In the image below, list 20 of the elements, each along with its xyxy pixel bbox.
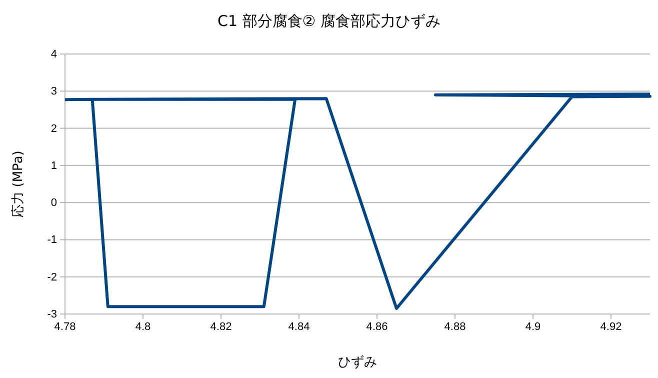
y-tick-label: 1 [50, 160, 57, 172]
x-tick-label: 4.84 [288, 320, 310, 333]
line-series [64, 92, 652, 310]
x-axis-title: ひずみ [338, 355, 377, 370]
x-tick-label: 4.9 [525, 320, 541, 333]
x-tick-label: 4.8 [135, 320, 151, 333]
x-tick-label: 4.88 [444, 320, 466, 333]
x-tick-label: 4.92 [600, 320, 622, 333]
x-tick-label: 4.82 [210, 320, 232, 333]
y-tick-label: 0 [50, 197, 57, 210]
x-tick-label: 4.86 [366, 320, 388, 333]
y-tick-label: 2 [50, 122, 57, 135]
y-axis-title: 応力 (MPa) [10, 150, 26, 218]
y-tick-label: 3 [50, 86, 57, 98]
y-tick-label: -3 [47, 308, 57, 321]
chart-title: C1 部分腐食② 腐食部応力ひずみ [217, 12, 441, 30]
x-tick-label: 4.78 [54, 320, 76, 333]
y-tick-label: -2 [47, 271, 57, 284]
y-tick-label: 4 [50, 48, 57, 61]
y-tick-label: -1 [47, 234, 57, 246]
